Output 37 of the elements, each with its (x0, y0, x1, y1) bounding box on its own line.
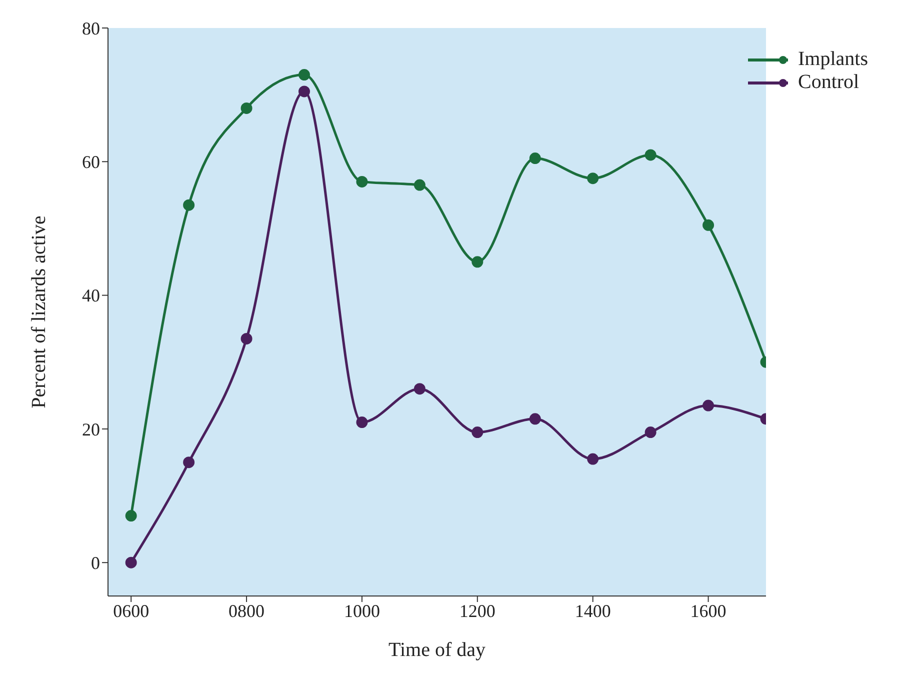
y-axis-title: Percent of lizards active (28, 216, 50, 408)
y-tick-label: 60 (82, 152, 100, 172)
point (472, 256, 484, 268)
point (183, 456, 195, 468)
x-tick-label: 1400 (574, 600, 611, 621)
point (644, 426, 656, 438)
point (240, 102, 252, 114)
point (702, 400, 714, 412)
x-tick-label: 1200 (459, 600, 496, 621)
point (529, 413, 541, 425)
point (414, 383, 426, 395)
point (298, 86, 310, 98)
point (356, 176, 368, 188)
x-tick-label: 1000 (344, 600, 380, 621)
legend-label: Control (798, 71, 860, 94)
y-tick-label: 40 (82, 286, 100, 306)
y-tick-label: 0 (91, 552, 100, 573)
point (125, 510, 137, 522)
y-tick-label: 80 (82, 18, 100, 38)
x-tick-label: 1600 (690, 600, 726, 621)
x-axis-title: Time of day (388, 639, 486, 661)
point (529, 152, 541, 164)
x-tick-label: 0600 (113, 600, 150, 621)
point (644, 149, 656, 161)
point (183, 199, 195, 211)
point (298, 69, 310, 81)
y-tick-label: 20 (82, 419, 100, 440)
point (125, 556, 137, 568)
legend-label: Implants (798, 48, 868, 71)
point (356, 416, 368, 428)
point (472, 426, 484, 438)
point (587, 453, 599, 465)
x-tick-label: 0800 (228, 600, 265, 621)
point (414, 179, 426, 191)
point (587, 172, 599, 184)
point (702, 219, 714, 231)
point (240, 332, 252, 344)
